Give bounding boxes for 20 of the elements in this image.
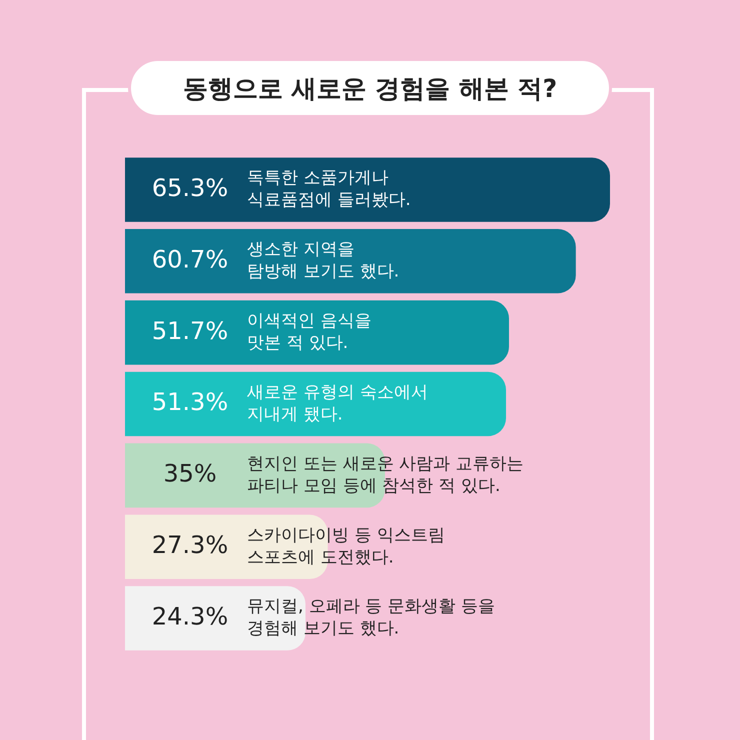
data-label: 51.7% [152,316,228,345]
data-label: 65.3% [152,174,228,202]
y-tick-label: 이색적인 음식을 맛본 적 있다. [247,310,372,353]
bar [125,229,576,294]
y-tick-label: 스카이다이빙 등 익스트림 스포츠에 도전했다. [247,525,445,568]
y-tick-label: 독특한 소품가게나 식료품점에 들러봤다. [247,168,411,210]
data-label: 60.7% [152,245,228,274]
data-label: 27.3% [152,531,228,560]
data-label: 35% [163,460,217,488]
bar [125,300,509,365]
bar [125,158,610,222]
data-label: 51.3% [152,388,228,416]
data-label: 24.3% [152,602,228,631]
bar [125,586,306,650]
bar [125,372,506,436]
y-tick-label: 생소한 지역을 탐방해 보기도 했다. [247,240,400,282]
chart-title: 동행으로 새로운 경험을 해본 적? [128,58,612,118]
y-tick-label: 뮤지컬, 오페라 등 문화생활 등을 경험해 보기도 했다. [247,596,496,639]
y-tick-label: 현지인 또는 새로운 사람과 교류하는 파티나 모임 등에 참석한 적 있다. [247,454,524,496]
y-tick-label: 새로운 유형의 숙소에서 지내게 됐다. [247,382,428,424]
